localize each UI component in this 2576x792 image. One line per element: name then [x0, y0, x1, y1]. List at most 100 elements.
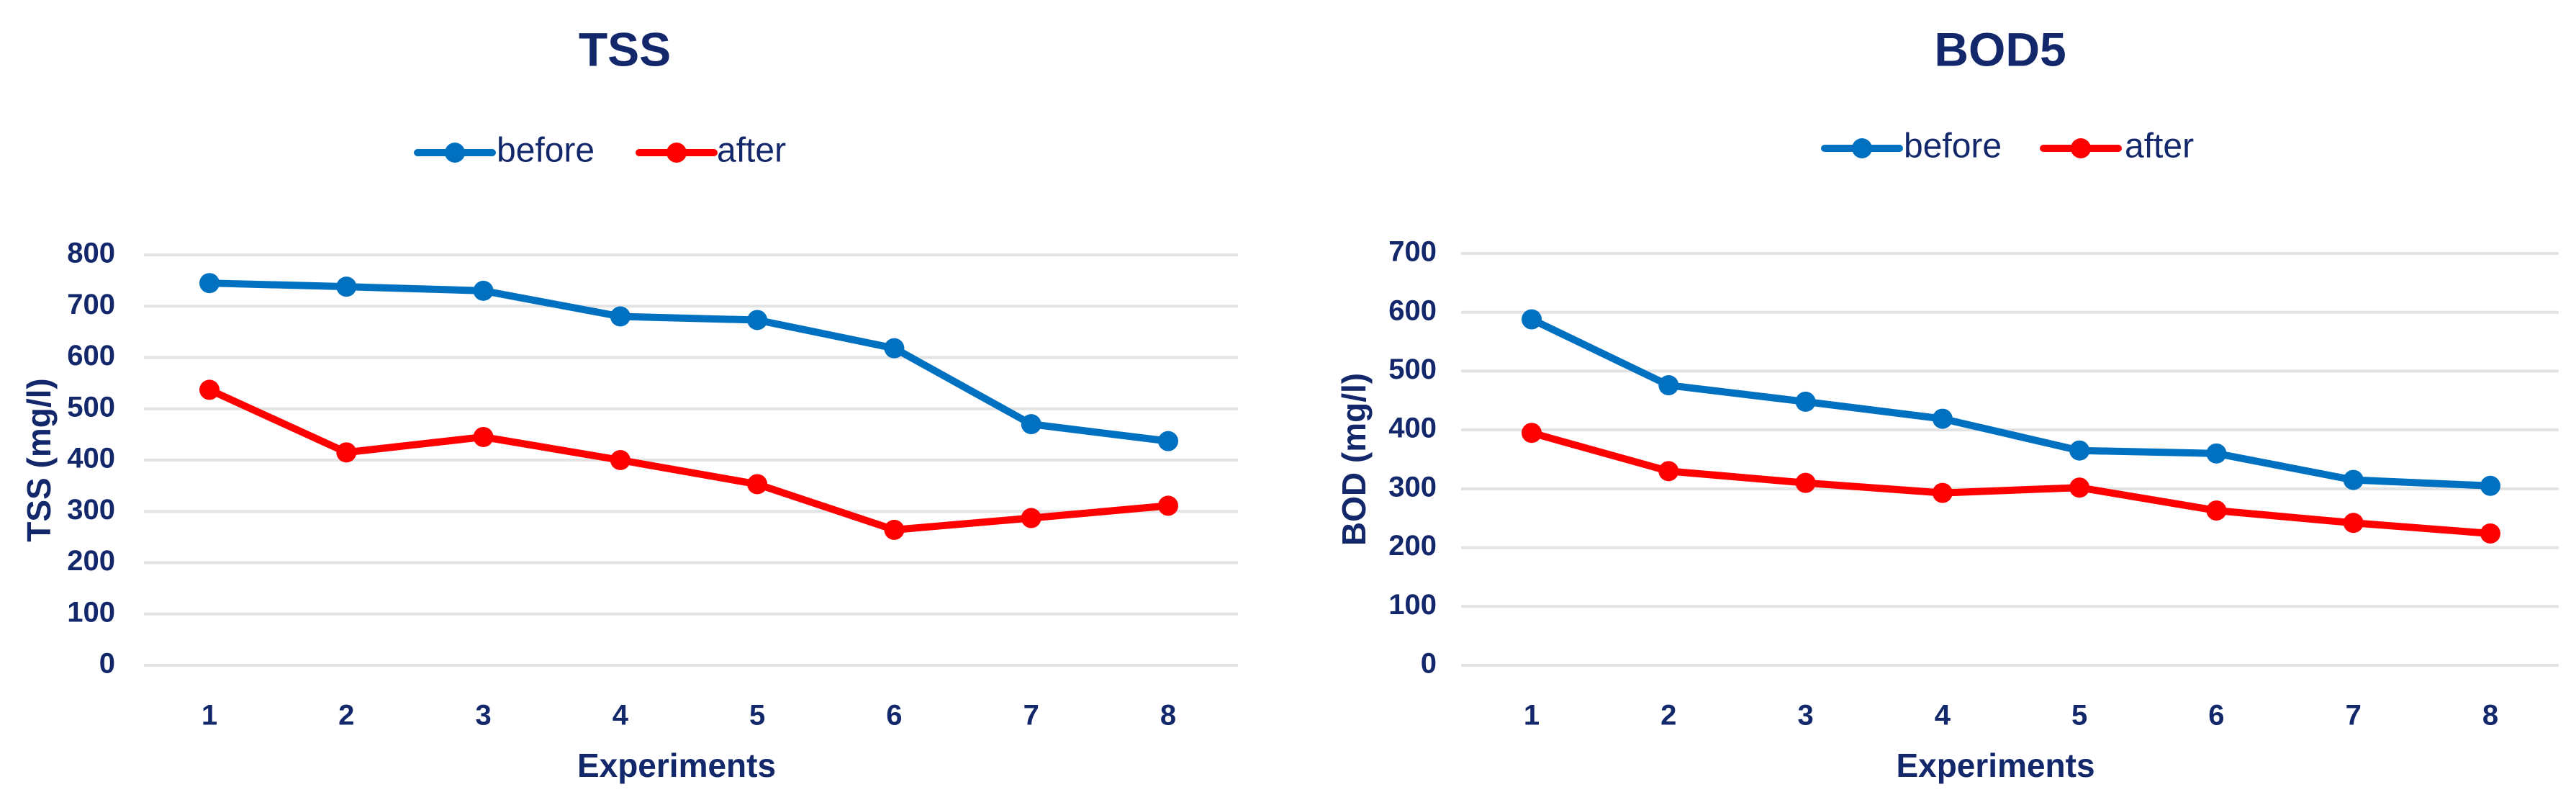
data-point-after: [1158, 495, 1178, 516]
y-tick-label: 300: [1388, 471, 1437, 503]
legend-marker-after: [666, 143, 687, 163]
series-line-before: [1528, 315, 2494, 490]
series-before: [1522, 309, 2500, 496]
y-tick-label: 400: [1388, 413, 1437, 444]
x-tick-label: 3: [475, 700, 491, 732]
x-tick-label: 1: [202, 700, 217, 732]
y-tick-label: 400: [67, 443, 115, 474]
chart-title: BOD5: [1934, 22, 2066, 76]
y-axis-ticks: 0 100 200 300 400 500 600 700 800: [67, 238, 115, 680]
y-tick-label: 100: [67, 596, 115, 628]
x-tick-label: 6: [886, 700, 902, 732]
x-tick-label: 4: [1935, 700, 1951, 732]
y-axis-title: BOD (mg/l): [1335, 373, 1373, 546]
y-tick-label: 200: [67, 545, 115, 577]
data-point-after: [1932, 482, 1953, 503]
legend-marker-before: [445, 143, 465, 163]
data-point-after: [2343, 513, 2364, 534]
data-point-before: [884, 338, 905, 359]
data-point-before: [1795, 391, 1816, 412]
legend-item-after: after: [636, 132, 786, 170]
legend-marker-before: [1852, 138, 1872, 158]
data-point-before: [2206, 443, 2227, 464]
chart-bod5: BOD5 before after 0 100 200 300 400 500 600 700 1 2 3…: [1335, 22, 2559, 784]
legend-item-before: before: [414, 132, 595, 170]
y-tick-label: 200: [1388, 530, 1437, 562]
data-point-after: [1522, 423, 1542, 444]
x-tick-label: 5: [2071, 700, 2087, 732]
x-tick-label: 1: [1524, 700, 1540, 732]
data-point-after: [2069, 477, 2090, 498]
data-point-after: [336, 442, 357, 463]
chart-title: TSS: [579, 22, 671, 76]
y-tick-label: 800: [67, 238, 115, 269]
x-tick-label: 8: [2482, 700, 2498, 732]
series-line-before: [206, 279, 1172, 445]
y-tick-label: 600: [1388, 294, 1437, 326]
y-tick-label: 0: [99, 648, 115, 680]
y-tick-label: 700: [67, 289, 115, 320]
data-point-before: [1522, 309, 1542, 330]
x-tick-label: 2: [1660, 700, 1676, 732]
x-axis-title: Experiments: [1896, 747, 2094, 784]
legend: before after: [1821, 127, 2194, 166]
data-point-after: [747, 474, 768, 495]
x-tick-label: 5: [749, 700, 765, 732]
x-axis-ticks: 1 2 3 4 5 6 7 8: [1524, 700, 2498, 732]
legend: before after: [414, 132, 786, 170]
y-tick-label: 0: [1421, 648, 1437, 680]
data-point-after: [884, 519, 905, 540]
y-axis-title: TSS (mg/l): [20, 378, 58, 541]
data-point-after: [1795, 472, 1816, 493]
series-after: [1522, 423, 2500, 544]
x-tick-label: 4: [613, 700, 629, 732]
legend-marker-after: [2071, 138, 2091, 158]
data-point-before: [747, 310, 768, 330]
data-point-before: [1932, 408, 1953, 429]
series-line-after: [206, 386, 1172, 534]
x-axis-ticks: 1 2 3 4 5 6 7 8: [202, 700, 1176, 732]
y-tick-label: 300: [67, 494, 115, 526]
x-tick-label: 7: [1023, 700, 1039, 732]
series-before: [199, 273, 1178, 451]
x-tick-label: 3: [1797, 700, 1813, 732]
x-tick-label: 8: [1160, 700, 1176, 732]
data-point-after: [2206, 500, 2227, 521]
data-point-after: [1658, 461, 1679, 482]
data-point-before: [473, 280, 494, 301]
data-point-before: [1021, 414, 1041, 435]
y-tick-label: 600: [67, 340, 115, 372]
data-point-after: [199, 379, 220, 400]
data-point-before: [1658, 375, 1679, 396]
legend-item-before: before: [1821, 127, 2002, 166]
y-tick-label: 500: [67, 391, 115, 423]
legend-label-before: before: [1904, 127, 2002, 166]
legend-label-before: before: [497, 132, 595, 170]
y-axis-ticks: 0 100 200 300 400 500 600 700: [1388, 236, 1437, 680]
data-point-after: [2480, 523, 2500, 544]
y-tick-label: 500: [1388, 354, 1437, 385]
series-after: [199, 379, 1178, 540]
legend-label-after: after: [2125, 127, 2194, 166]
x-tick-label: 7: [2346, 700, 2362, 732]
data-point-after: [610, 450, 631, 470]
data-point-before: [2069, 440, 2090, 461]
y-tick-label: 100: [1388, 589, 1437, 621]
data-point-before: [2343, 469, 2364, 490]
data-point-after: [473, 426, 494, 447]
x-axis-title: Experiments: [577, 747, 776, 784]
data-point-before: [199, 273, 220, 294]
gridlines: [144, 253, 1238, 667]
legend-label-after: after: [717, 132, 786, 170]
data-point-after: [1021, 508, 1041, 528]
x-tick-label: 2: [338, 700, 354, 732]
legend-item-after: after: [2040, 127, 2194, 166]
data-point-before: [2480, 475, 2500, 496]
chart-tss: TSS before after 0 100 200 300 400 500 600 700 800 1…: [20, 22, 1238, 784]
data-point-before: [610, 306, 631, 327]
data-point-before: [336, 276, 357, 297]
data-point-before: [1158, 431, 1178, 451]
y-tick-label: 700: [1388, 236, 1437, 268]
series-line-after: [1528, 429, 2494, 537]
